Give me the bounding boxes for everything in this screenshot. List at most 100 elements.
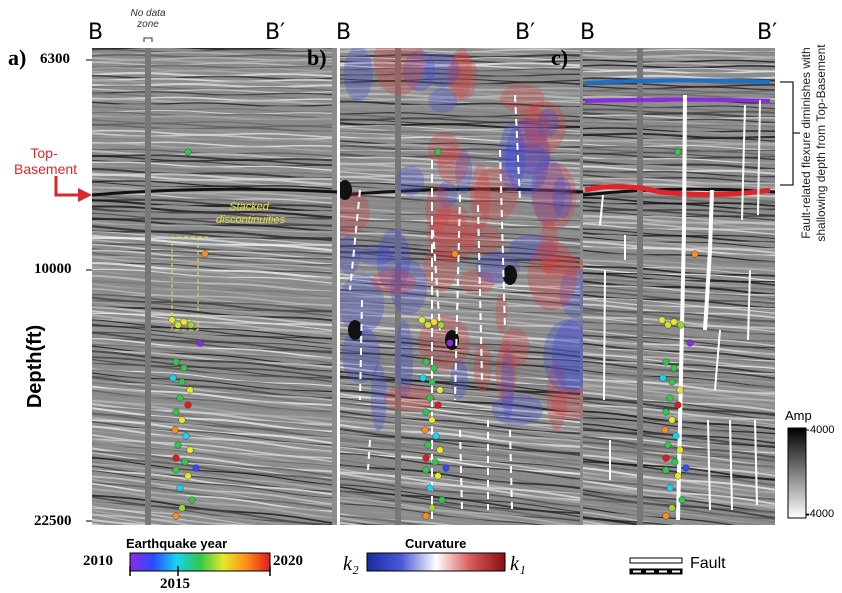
earthquake <box>184 472 192 480</box>
curvature-blob <box>513 106 550 150</box>
interpreted-fault <box>509 429 513 511</box>
reflector <box>583 517 646 525</box>
reflector <box>92 122 333 129</box>
curvature-blob <box>508 234 557 263</box>
reflector <box>92 305 333 322</box>
section-start: B <box>580 20 596 45</box>
curvature-blob <box>458 269 495 295</box>
reflector <box>340 163 581 175</box>
fault-line <box>599 194 604 226</box>
reflector <box>340 304 581 322</box>
earthquake <box>436 386 444 394</box>
reflector <box>583 67 775 72</box>
reflector <box>583 178 775 189</box>
reflector <box>340 401 581 424</box>
earthquake <box>178 416 186 424</box>
reflector <box>92 425 333 448</box>
reflector <box>92 79 332 86</box>
curvature-blob <box>537 109 559 137</box>
reflector <box>583 51 775 56</box>
reflector <box>340 415 581 441</box>
top-basement-label: Top-Basement <box>14 145 78 177</box>
reflector <box>340 144 580 155</box>
reflector <box>340 100 580 108</box>
earthquake <box>437 321 445 329</box>
reflector <box>340 282 581 302</box>
earthquake <box>670 364 678 372</box>
panel-label: b) <box>307 45 327 70</box>
reflector <box>340 56 581 61</box>
reflector <box>340 414 581 438</box>
reflector <box>92 198 333 209</box>
reflector <box>92 91 333 96</box>
reflector <box>583 448 775 468</box>
earthquake <box>434 148 442 156</box>
reflector <box>92 496 333 525</box>
fault-line <box>754 419 758 506</box>
interpreted-fault <box>499 149 506 331</box>
reflector <box>92 514 164 525</box>
earthquake <box>438 496 446 504</box>
reflector <box>583 247 775 258</box>
earthquake <box>430 318 438 326</box>
reflector <box>583 417 775 435</box>
curvature-blob <box>498 143 551 176</box>
top-basement-arrow <box>54 176 80 197</box>
reflector <box>583 263 775 276</box>
curvature-blob <box>527 240 577 311</box>
fault-line <box>729 419 733 511</box>
curvature-blob <box>539 218 559 274</box>
fault-line <box>741 104 746 221</box>
interpreted-fault <box>459 429 463 511</box>
earthquake <box>169 374 177 382</box>
depth-tick-label: 6300 <box>40 51 70 67</box>
reflector <box>92 362 333 383</box>
reflector <box>92 407 333 433</box>
reflector <box>583 520 613 525</box>
curvature-blob <box>423 53 460 88</box>
earthquake <box>182 432 190 440</box>
reflector <box>92 256 333 273</box>
stacked-box <box>171 236 208 331</box>
curvature-blob <box>500 327 530 368</box>
depth-axis-title: Depth(ft) <box>24 324 47 409</box>
earthquake <box>426 394 434 402</box>
reflector <box>92 154 333 162</box>
earthquake <box>180 318 188 326</box>
reflector <box>340 465 581 494</box>
reflector <box>92 420 333 446</box>
reflector <box>583 88 775 93</box>
reflector <box>583 492 775 514</box>
earthquake <box>662 454 670 462</box>
reflector <box>340 85 581 91</box>
earthquake <box>419 374 427 382</box>
depth-tick-label: 22500 <box>34 513 72 529</box>
reflector <box>92 327 333 346</box>
earthquake <box>172 358 180 366</box>
earthquake <box>661 426 669 434</box>
reflector <box>340 169 581 179</box>
reflector <box>583 234 775 244</box>
reflector <box>340 383 581 405</box>
earthquake <box>178 504 186 512</box>
reflector <box>92 438 333 463</box>
amp-tick-label: 4000 <box>810 424 835 436</box>
curvature-legend-title: Curvature <box>405 536 467 551</box>
amp-tick-label: -4000 <box>806 508 835 520</box>
reflector <box>583 222 775 236</box>
reflector <box>583 116 775 124</box>
reflector <box>583 523 606 525</box>
reflector <box>92 519 137 525</box>
reflector <box>340 419 581 443</box>
top-basement-reflector <box>92 187 337 197</box>
earthquake <box>176 484 184 492</box>
reflector <box>583 460 775 481</box>
reflector <box>92 135 333 143</box>
reflector <box>340 370 581 391</box>
interpreted-fault <box>514 94 521 201</box>
reflector <box>340 251 581 268</box>
reflector <box>340 277 581 295</box>
fault-line <box>707 419 711 511</box>
reflector <box>340 264 581 282</box>
